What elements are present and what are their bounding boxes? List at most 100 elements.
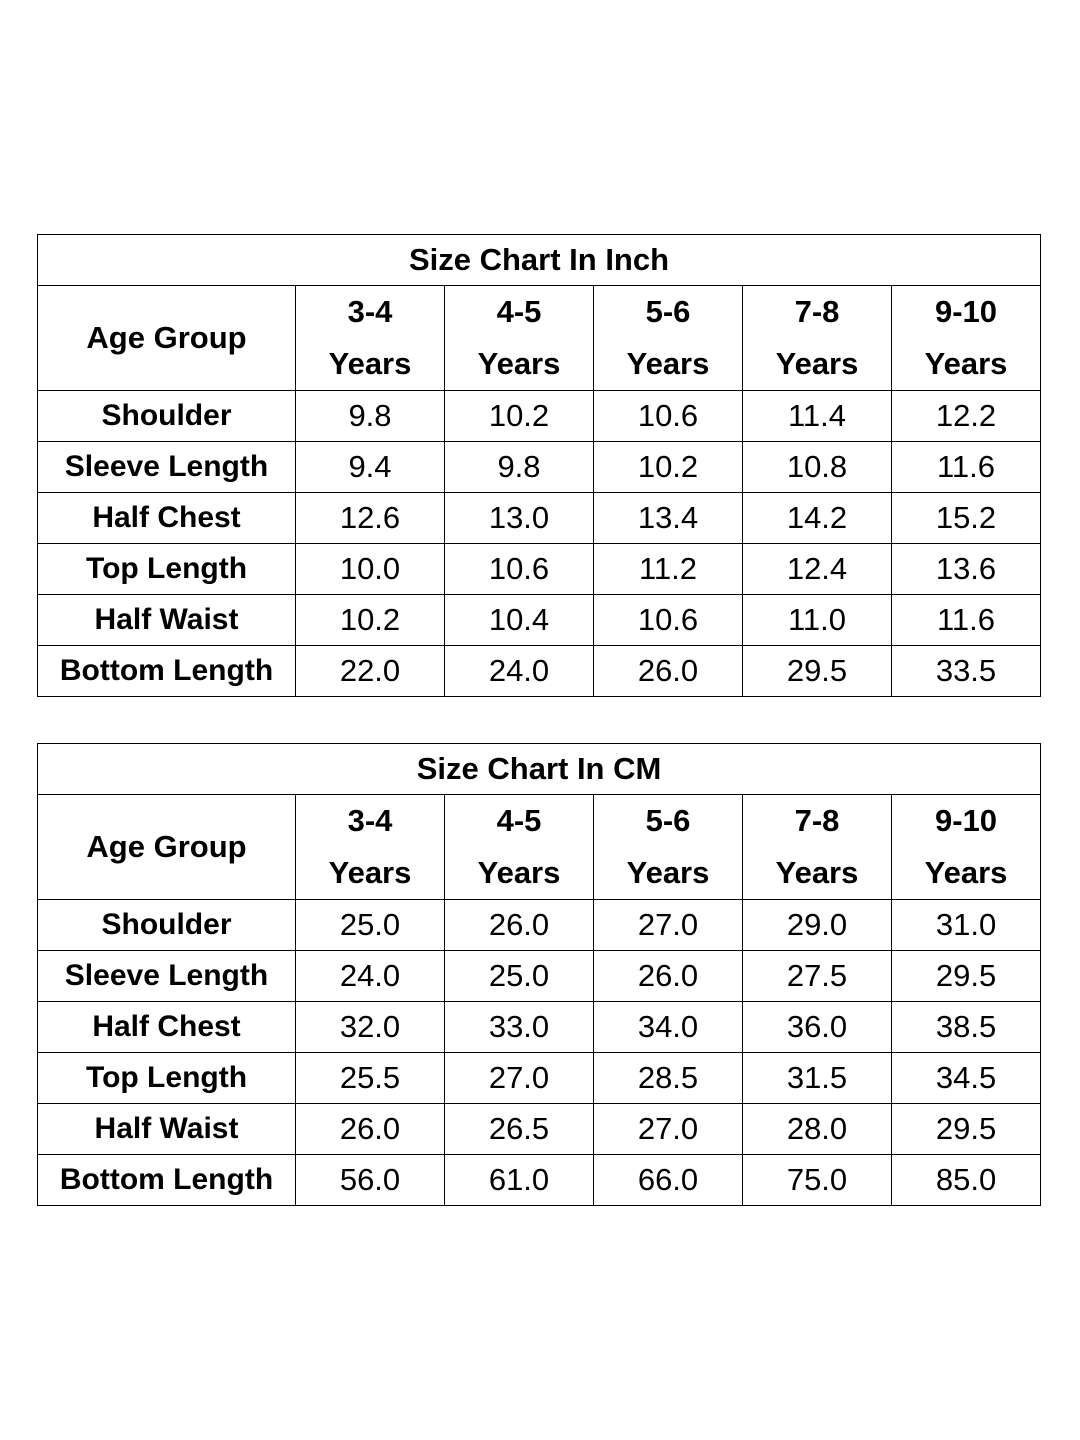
data-row: Half Chest 12.6 13.0 13.4 14.2 15.2 xyxy=(37,492,1042,544)
cell-value: 36.0 xyxy=(742,1001,892,1053)
cell-value: 10.2 xyxy=(444,390,594,442)
age-unit: Years xyxy=(626,346,710,381)
cell-value: 26.0 xyxy=(593,950,743,1002)
cell-value: 25.0 xyxy=(295,899,445,951)
cell-value: 29.5 xyxy=(742,645,892,697)
column-header: 5-6 Years xyxy=(593,285,743,391)
cell-value: 9.8 xyxy=(444,441,594,493)
cell-value: 29.0 xyxy=(742,899,892,951)
cell-value: 26.0 xyxy=(444,899,594,951)
cell-value: 31.5 xyxy=(742,1052,892,1104)
age-unit: Years xyxy=(924,855,1008,890)
age-range: 3-4 xyxy=(347,294,393,329)
cell-value: 13.4 xyxy=(593,492,743,544)
age-range: 7-8 xyxy=(794,803,840,838)
cell-value: 33.5 xyxy=(890,645,1042,697)
data-row: Top Length 10.0 10.6 11.2 12.4 13.6 xyxy=(37,543,1042,595)
cell-value: 14.2 xyxy=(742,492,892,544)
cell-value: 10.6 xyxy=(444,543,594,595)
data-row: Half Chest 32.0 33.0 34.0 36.0 38.5 xyxy=(37,1001,1042,1053)
data-row: Shoulder 9.8 10.2 10.6 11.4 12.2 xyxy=(37,390,1042,442)
column-header: 5-6 Years xyxy=(593,794,743,900)
cell-value: 12.6 xyxy=(295,492,445,544)
cell-value: 61.0 xyxy=(444,1154,594,1206)
cell-value: 32.0 xyxy=(295,1001,445,1053)
table-title: Size Chart In CM xyxy=(36,743,1042,795)
cell-value: 31.0 xyxy=(890,899,1042,951)
corner-label: Age Group xyxy=(37,794,296,900)
column-header: 3-4 Years xyxy=(295,285,445,391)
age-unit: Years xyxy=(477,346,561,381)
age-unit: Years xyxy=(477,855,561,890)
cell-value: 22.0 xyxy=(295,645,445,697)
data-row: Half Waist 10.2 10.4 10.6 11.0 11.6 xyxy=(37,594,1042,646)
age-range: 9-10 xyxy=(934,294,998,329)
column-header: 7-8 Years xyxy=(742,794,892,900)
cell-value: 10.2 xyxy=(593,441,743,493)
row-label: Half Chest xyxy=(37,492,296,544)
cell-value: 25.0 xyxy=(444,950,594,1002)
cell-value: 10.6 xyxy=(593,594,743,646)
header-row: Age Group 3-4 Years 4-5 Years 5-6 Years 7-8 Year… xyxy=(37,794,1042,900)
cell-value: 11.4 xyxy=(742,390,892,442)
size-table: Size Chart In Inch Age Group 3-4 Years 4-5 Ye… xyxy=(36,234,1042,697)
cell-value: 9.4 xyxy=(295,441,445,493)
cell-value: 10.6 xyxy=(593,390,743,442)
age-unit: Years xyxy=(775,346,859,381)
column-header: 4-5 Years xyxy=(444,794,594,900)
cell-value: 33.0 xyxy=(444,1001,594,1053)
age-range: 3-4 xyxy=(347,803,393,838)
age-unit: Years xyxy=(924,346,1008,381)
title-row: Size Chart In Inch xyxy=(36,234,1042,286)
row-label: Shoulder xyxy=(37,390,296,442)
data-row: Sleeve Length 24.0 25.0 26.0 27.5 29.5 xyxy=(37,950,1042,1002)
cell-value: 26.5 xyxy=(444,1103,594,1155)
cell-value: 13.6 xyxy=(890,543,1042,595)
cell-value: 24.0 xyxy=(295,950,445,1002)
cell-value: 27.0 xyxy=(444,1052,594,1104)
row-label: Half Waist xyxy=(37,1103,296,1155)
header-row: Age Group 3-4 Years 4-5 Years 5-6 Years 7-8 Year… xyxy=(37,285,1042,391)
cell-value: 12.4 xyxy=(742,543,892,595)
data-row: Bottom Length 22.0 24.0 26.0 29.5 33.5 xyxy=(37,645,1042,697)
cell-value: 15.2 xyxy=(890,492,1042,544)
row-label: Bottom Length xyxy=(37,1154,296,1206)
cell-value: 26.0 xyxy=(295,1103,445,1155)
row-label: Sleeve Length xyxy=(37,950,296,1002)
data-row: Sleeve Length 9.4 9.8 10.2 10.8 11.6 xyxy=(37,441,1042,493)
table-title: Size Chart In Inch xyxy=(36,234,1042,286)
row-label: Top Length xyxy=(37,1052,296,1104)
data-row: Top Length 25.5 27.0 28.5 31.5 34.5 xyxy=(37,1052,1042,1104)
corner-label: Age Group xyxy=(37,285,296,391)
cell-value: 34.0 xyxy=(593,1001,743,1053)
cell-value: 26.0 xyxy=(593,645,743,697)
size-table: Size Chart In CM Age Group 3-4 Years 4-5 Year… xyxy=(36,743,1042,1206)
cell-value: 11.2 xyxy=(593,543,743,595)
row-label: Top Length xyxy=(37,543,296,595)
title-row: Size Chart In CM xyxy=(36,743,1042,795)
cell-value: 11.6 xyxy=(890,594,1042,646)
row-label: Half Chest xyxy=(37,1001,296,1053)
cell-value: 75.0 xyxy=(742,1154,892,1206)
age-range: 5-6 xyxy=(645,803,691,838)
cell-value: 24.0 xyxy=(444,645,594,697)
cell-value: 28.0 xyxy=(742,1103,892,1155)
column-header: 7-8 Years xyxy=(742,285,892,391)
column-header: 3-4 Years xyxy=(295,794,445,900)
cell-value: 11.0 xyxy=(742,594,892,646)
cell-value: 29.5 xyxy=(890,950,1042,1002)
row-label: Sleeve Length xyxy=(37,441,296,493)
cell-value: 11.6 xyxy=(890,441,1042,493)
cell-value: 13.0 xyxy=(444,492,594,544)
row-label: Half Waist xyxy=(37,594,296,646)
cell-value: 10.0 xyxy=(295,543,445,595)
cell-value: 38.5 xyxy=(890,1001,1042,1053)
age-unit: Years xyxy=(328,855,412,890)
age-unit: Years xyxy=(626,855,710,890)
cell-value: 10.8 xyxy=(742,441,892,493)
data-row: Bottom Length 56.0 61.0 66.0 75.0 85.0 xyxy=(37,1154,1042,1206)
cell-value: 9.8 xyxy=(295,390,445,442)
cell-value: 12.2 xyxy=(890,390,1042,442)
